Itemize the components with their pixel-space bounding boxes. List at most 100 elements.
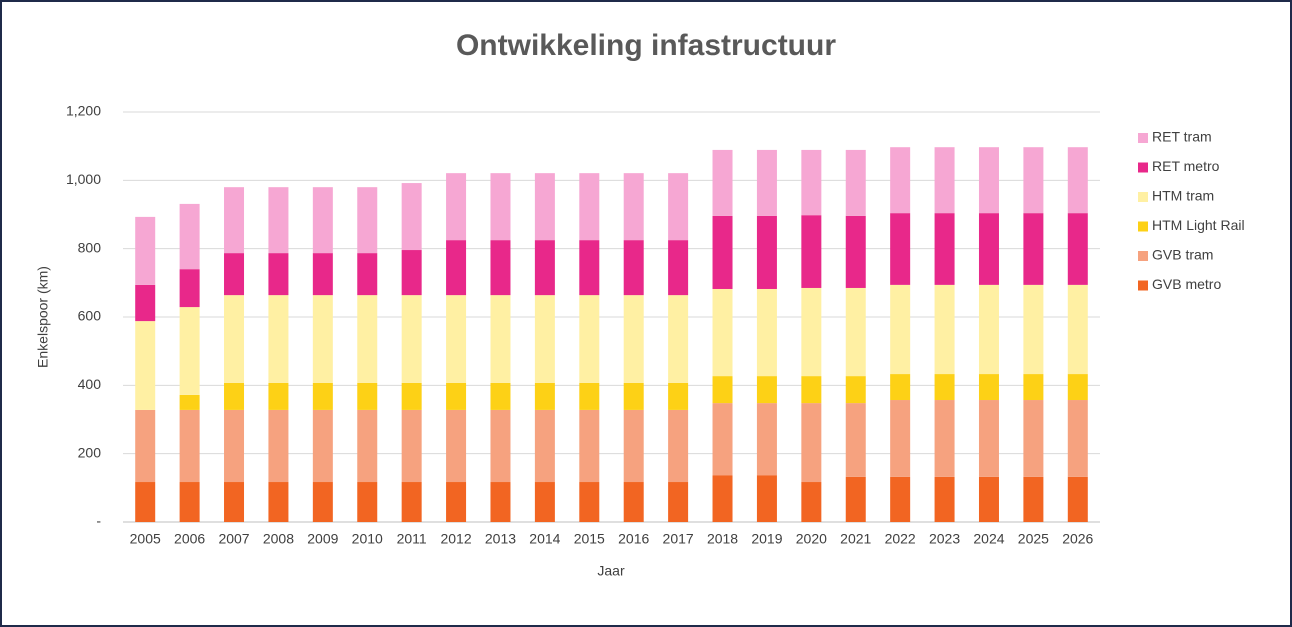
bar-segment [401, 482, 422, 522]
y-axis-label: Enkelspoor (km) [35, 266, 51, 368]
bar-segment [135, 321, 156, 410]
bar-segment [357, 253, 378, 296]
bar-segment [934, 400, 955, 477]
bar-segment [623, 240, 644, 296]
bar-segment [1067, 213, 1088, 285]
bar-segment [668, 240, 689, 296]
bar-segment [579, 482, 600, 522]
bar-segment [490, 240, 511, 296]
legend-label: RET metro [1152, 158, 1220, 174]
bar-segment [712, 149, 733, 216]
y-tick-label: 200 [78, 444, 102, 460]
bar-segment [934, 476, 955, 522]
bar-segment [579, 409, 600, 483]
bar-segment [1023, 374, 1044, 401]
bar-segment [668, 173, 689, 241]
x-tick-label: 2024 [973, 531, 1004, 547]
legend-label: GVB metro [1152, 276, 1221, 292]
legend-swatch [1138, 251, 1148, 261]
bar-segment [135, 216, 156, 285]
bar-segment [890, 284, 911, 375]
bar-segment [756, 403, 777, 476]
y-tick-label: 1,200 [66, 103, 101, 119]
bar-segment [534, 173, 555, 241]
bar-segment [712, 288, 733, 377]
bar-segment [579, 173, 600, 241]
x-tick-label: 2018 [707, 531, 738, 547]
bar-segment [446, 240, 467, 296]
legend-label: GVB tram [1152, 247, 1213, 263]
bar-segment [534, 240, 555, 296]
x-tick-label: 2013 [485, 531, 516, 547]
bar-segment [712, 215, 733, 289]
x-tick-label: 2014 [529, 531, 560, 547]
bar-segment [401, 250, 422, 296]
bar-segment [668, 409, 689, 483]
bar-segment [845, 476, 866, 522]
bar-segment [312, 409, 333, 483]
bar-segment [224, 253, 245, 296]
y-tick-label: 800 [78, 239, 102, 255]
bar-segment [268, 482, 289, 522]
bar-segment [312, 187, 333, 254]
bar-segment [712, 475, 733, 522]
x-tick-label: 2010 [352, 531, 383, 547]
x-tick-label: 2019 [751, 531, 782, 547]
bar-segment [312, 382, 333, 410]
bar-segment [312, 253, 333, 296]
bar-segment [978, 476, 999, 522]
bar-segment [357, 187, 378, 254]
bar-segment [224, 187, 245, 254]
legend-swatch [1138, 221, 1148, 232]
bar-segment [357, 382, 378, 410]
legend-swatch [1138, 162, 1148, 173]
bar-segment [357, 482, 378, 522]
bar-segment [845, 376, 866, 404]
bar-segment [268, 382, 289, 410]
bar-segment [179, 409, 200, 483]
bar-segment [534, 409, 555, 483]
bar-segment [934, 284, 955, 375]
bar-segment [490, 482, 511, 522]
bar-segment [978, 284, 999, 375]
bar-segment [978, 147, 999, 214]
bar-segment [401, 382, 422, 410]
bar-segment [224, 382, 245, 410]
bar-segment [756, 288, 777, 377]
bar-segment [801, 215, 822, 288]
bar-segment [490, 173, 511, 241]
bar-segment [890, 147, 911, 214]
bar-segment [978, 374, 999, 401]
x-tick-label: 2026 [1062, 531, 1093, 547]
x-tick-label: 2012 [440, 531, 471, 547]
bar-segment [890, 374, 911, 401]
bar-segment [490, 409, 511, 483]
bar-segment [179, 203, 200, 270]
bar-segment [890, 400, 911, 477]
x-tick-label: 2025 [1018, 531, 1049, 547]
bar-segment [845, 287, 866, 377]
x-tick-label: 2022 [885, 531, 916, 547]
legend-label: HTM tram [1152, 188, 1214, 204]
bar-segment [801, 403, 822, 483]
bar-segment [668, 295, 689, 383]
bar-segment [890, 476, 911, 522]
bar-segment [623, 382, 644, 410]
bar-segment [401, 409, 422, 483]
bar-segment [179, 269, 200, 308]
bar-segment [934, 147, 955, 214]
x-tick-label: 2023 [929, 531, 960, 547]
bar-segment [579, 240, 600, 296]
bar-segment [224, 482, 245, 522]
bar-segment [224, 295, 245, 383]
bar-segment [1023, 213, 1044, 285]
bar-segment [668, 382, 689, 410]
x-tick-label: 2021 [840, 531, 871, 547]
bar-segment [1067, 476, 1088, 522]
bar-segment [490, 382, 511, 410]
bar-segment [534, 382, 555, 410]
y-tick-label: 1,000 [66, 171, 101, 187]
bar-segment [490, 295, 511, 383]
x-tick-label: 2007 [218, 531, 249, 547]
